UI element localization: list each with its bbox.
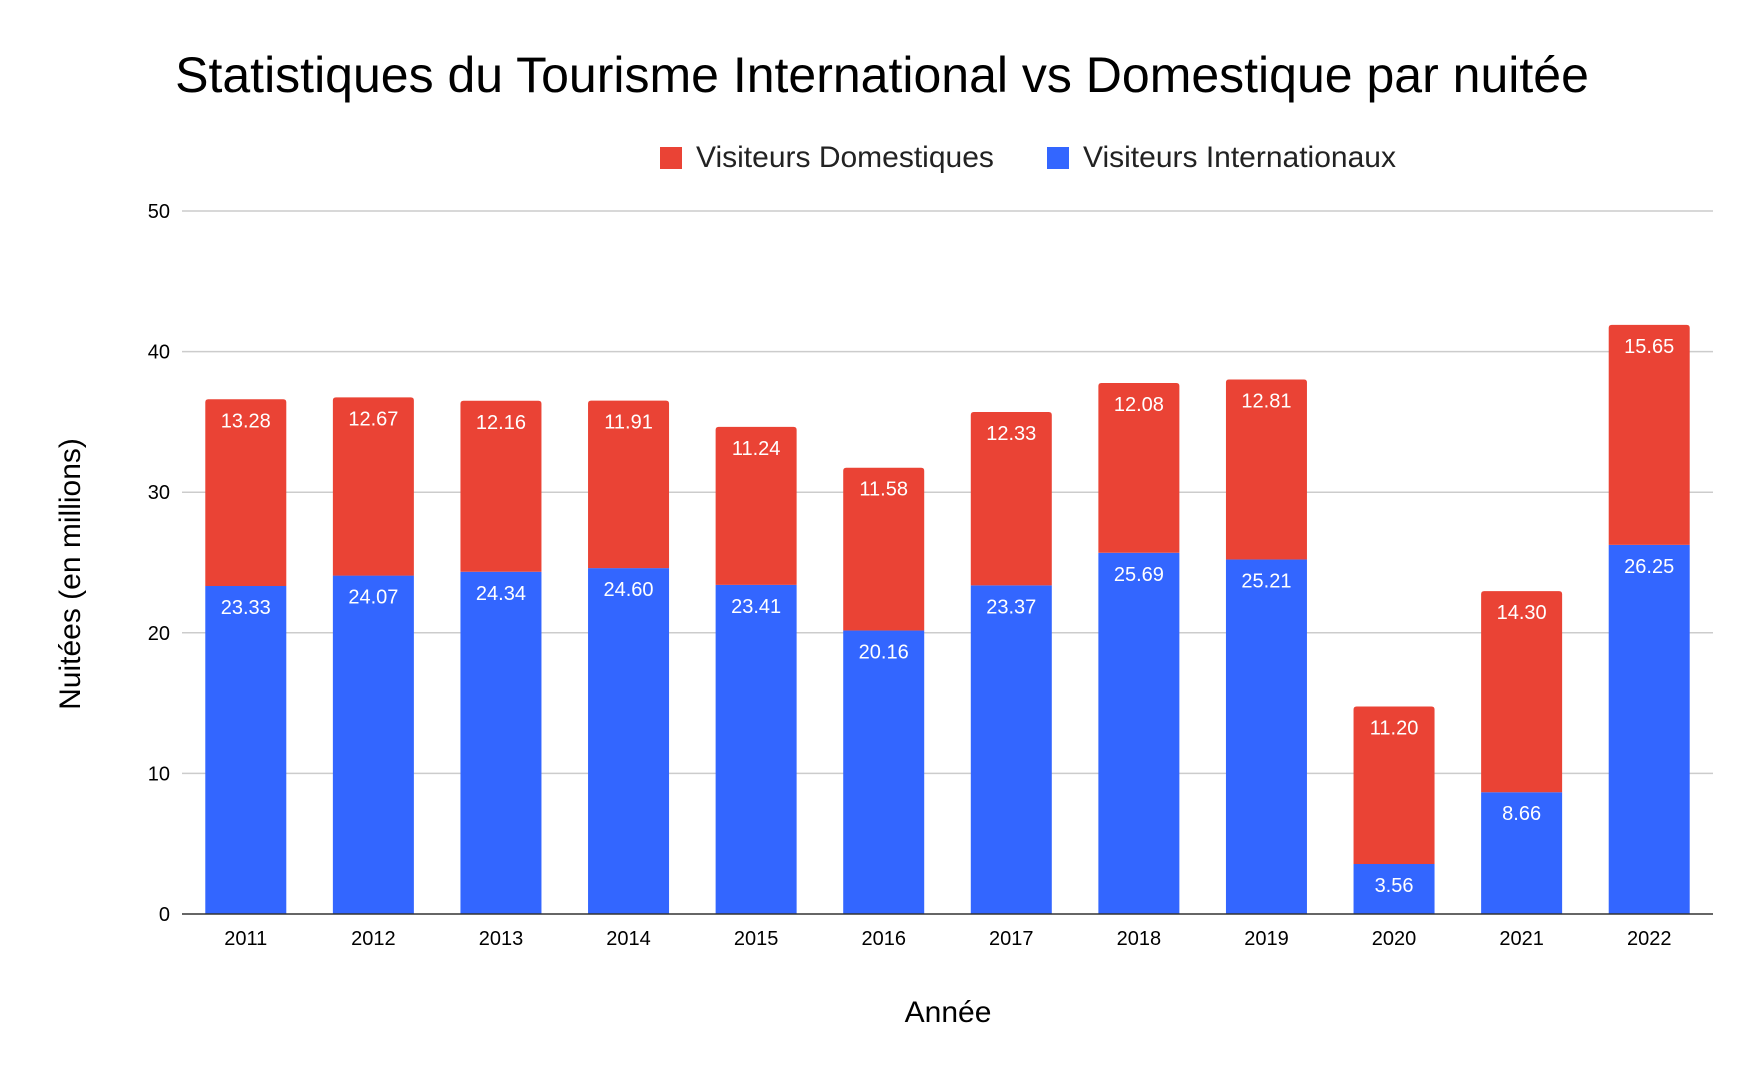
bar-visiteurs-domestiques — [1225, 379, 1307, 560]
bar-visiteurs-internationaux — [332, 575, 414, 914]
bar-visiteurs-internationaux — [588, 568, 670, 914]
data-label: 23.41 — [731, 596, 781, 618]
data-label: 25.21 — [1241, 571, 1291, 593]
bar-visiteurs-domestiques — [843, 467, 925, 631]
legend-swatch — [660, 147, 682, 169]
gridlines — [182, 210, 1713, 775]
bar-visiteurs-internationaux — [970, 585, 1052, 914]
data-label: 23.33 — [221, 597, 271, 619]
x-axis-title: Année — [905, 996, 992, 1029]
bar-visiteurs-internationaux — [1225, 559, 1307, 914]
data-label: 23.37 — [986, 596, 1036, 618]
data-label: 13.28 — [221, 410, 271, 432]
bar-visiteurs-internationaux — [715, 584, 797, 914]
bar-visiteurs-domestiques — [970, 412, 1052, 586]
legend: Visiteurs Domestiques Visiteurs Internati… — [660, 141, 1396, 174]
data-label: 11.20 — [1370, 717, 1419, 739]
data-label: 24.34 — [476, 583, 526, 605]
data-label: 11.58 — [859, 479, 908, 501]
data-label: 12.33 — [986, 423, 1036, 445]
y-axis-ticks: 0 10 20 30 40 50 — [148, 201, 170, 926]
bar-visiteurs-domestiques — [588, 400, 670, 569]
bar-visiteurs-internationaux — [460, 571, 542, 914]
bar-visiteurs-domestiques — [715, 426, 797, 585]
bar-visiteurs-domestiques — [1481, 591, 1563, 793]
y-tick-label: 40 — [148, 342, 170, 364]
y-axis-title: Nuitées (en millions) — [54, 438, 87, 710]
data-label: 12.08 — [1114, 394, 1164, 416]
data-label: 12.16 — [476, 412, 526, 434]
bar-visiteurs-domestiques — [205, 399, 287, 586]
x-axis-ticks: 2011 2012 2013 2014 2015 2016 2017 2018 2019 2020… — [224, 928, 1671, 950]
x-tick-label: 2011 — [224, 928, 267, 950]
x-tick-label: 2020 — [1372, 928, 1417, 950]
y-tick-label: 0 — [159, 904, 170, 926]
x-tick-label: 2016 — [861, 928, 906, 950]
bar-visiteurs-domestiques — [1098, 382, 1180, 553]
data-label: 20.16 — [859, 642, 909, 664]
bar-visiteurs-internationaux — [1481, 792, 1563, 914]
x-tick-label: 2017 — [989, 928, 1034, 950]
y-tick-label: 30 — [148, 482, 170, 504]
x-tick-label: 2012 — [351, 928, 396, 950]
bar-visiteurs-domestiques — [1353, 706, 1435, 864]
data-label: 14.30 — [1497, 602, 1547, 624]
chart-title: Statistiques du Tourisme International v… — [175, 47, 1589, 103]
data-label: 12.81 — [1241, 390, 1291, 412]
legend-label: Visiteurs Internationaux — [1083, 141, 1396, 174]
data-label: 15.65 — [1624, 336, 1674, 358]
bar-visiteurs-domestiques — [460, 400, 542, 572]
x-tick-label: 2022 — [1627, 928, 1672, 950]
y-tick-label: 50 — [148, 201, 170, 223]
x-tick-label: 2018 — [1117, 928, 1162, 950]
bar-visiteurs-domestiques — [332, 397, 414, 576]
bar-visiteurs-internationaux — [1353, 863, 1435, 914]
bar-visiteurs-internationaux — [1098, 552, 1180, 914]
bar-visiteurs-internationaux — [205, 585, 287, 914]
data-label: 11.91 — [604, 412, 653, 434]
x-tick-label: 2014 — [606, 928, 651, 950]
data-label: 24.60 — [604, 579, 654, 601]
y-tick-label: 10 — [148, 763, 170, 785]
x-tick-label: 2021 — [1499, 928, 1544, 950]
data-label: 8.66 — [1502, 803, 1541, 825]
data-label: 25.69 — [1114, 564, 1164, 586]
x-tick-label: 2019 — [1244, 928, 1289, 950]
y-tick-label: 20 — [148, 623, 170, 645]
data-label: 26.25 — [1624, 556, 1674, 578]
legend-label: Visiteurs Domestiques — [696, 141, 994, 174]
legend-swatch — [1047, 147, 1069, 169]
bar-visiteurs-internationaux — [1608, 544, 1690, 914]
x-tick-label: 2013 — [479, 928, 524, 950]
data-labels: 23.33 24.07 24.34 24.60 23.41 20.16 23.37 25.69… — [221, 336, 1674, 897]
data-label: 11.24 — [732, 438, 781, 460]
data-label: 24.07 — [348, 587, 398, 609]
data-label: 12.67 — [348, 408, 398, 430]
bars — [205, 324, 1690, 914]
data-label: 3.56 — [1375, 875, 1414, 897]
bar-visiteurs-domestiques — [1608, 324, 1690, 545]
bar-visiteurs-internationaux — [843, 630, 925, 914]
x-tick-label: 2015 — [734, 928, 779, 950]
